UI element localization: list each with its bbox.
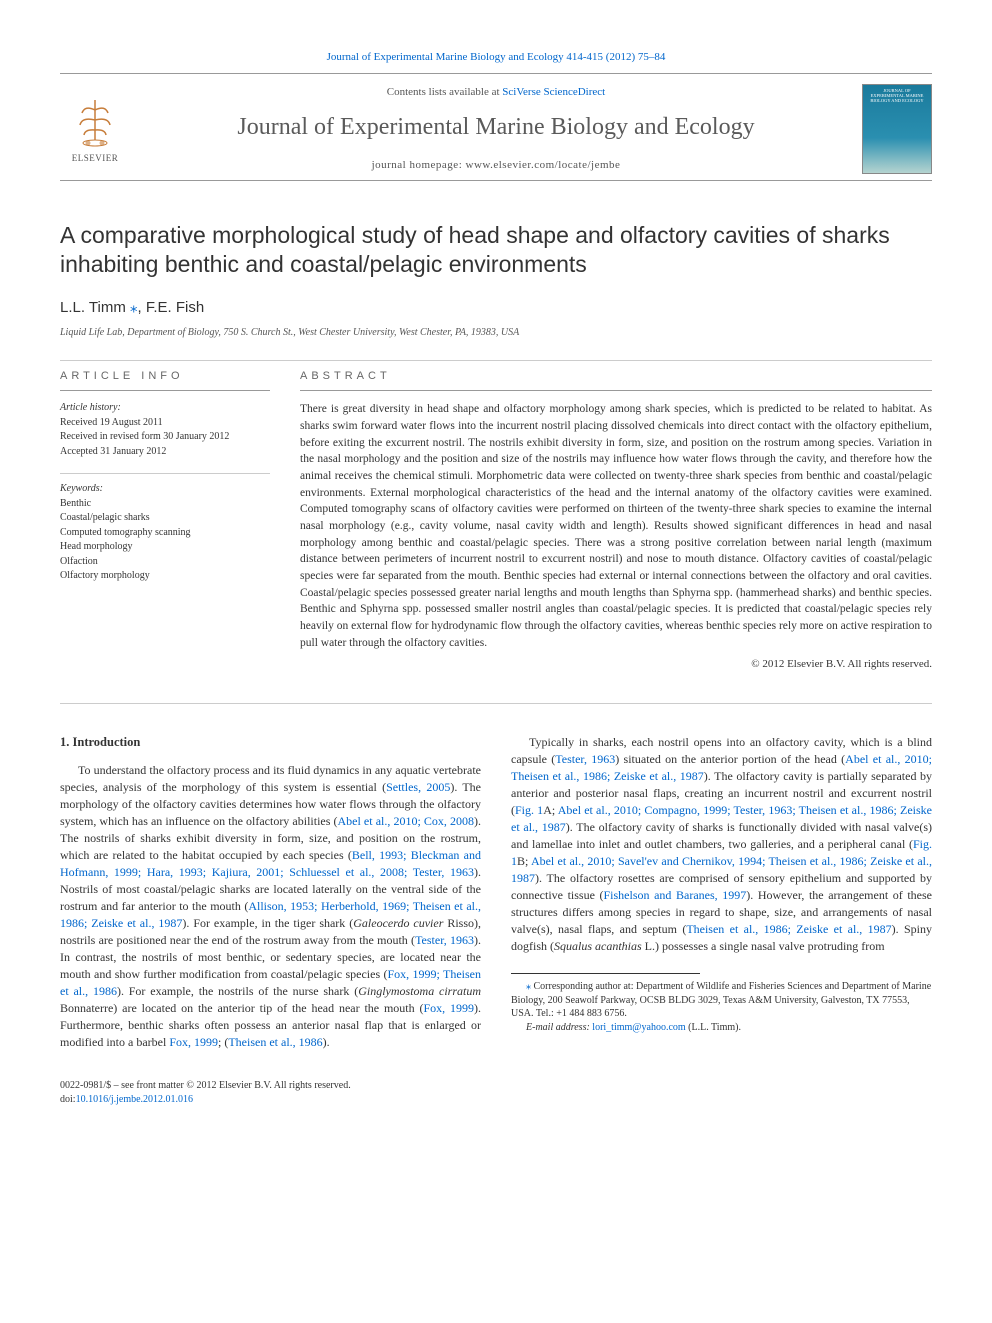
species-name: Galeocerdo cuvier: [353, 916, 443, 930]
citation-link[interactable]: Tester, 1963: [415, 933, 474, 947]
keyword: Benthic: [60, 498, 91, 509]
section-heading: 1. Introduction: [60, 734, 481, 752]
abstract-text: There is great diversity in head shape a…: [300, 401, 932, 651]
article-info-header: ARTICLE INFO: [60, 369, 270, 391]
author-email-link[interactable]: lori_timm@yahoo.com: [592, 1022, 685, 1033]
species-name: Ginglymostoma cirratum: [358, 984, 481, 998]
keyword: Olfactory morphology: [60, 570, 150, 581]
divider: [60, 473, 270, 474]
footnote-divider: [511, 973, 700, 974]
citation-link[interactable]: Abel et al., 2010; Savel'ev and Cherniko…: [511, 854, 932, 885]
citation-link[interactable]: Bell, 1993; Bleckman and Hofmann, 1999; …: [60, 848, 481, 879]
doi-link[interactable]: 10.1016/j.jembe.2012.01.016: [76, 1094, 194, 1105]
keywords-block: Keywords: Benthic Coastal/pelagic sharks…: [60, 482, 270, 584]
corresponding-author-mark[interactable]: ⁎: [130, 299, 138, 316]
article-body: 1. Introduction To understand the olfact…: [60, 734, 932, 1051]
citation-link[interactable]: Abel et al., 2010; Compagno, 1999; Teste…: [511, 803, 932, 834]
contents-line: Contents lists available at SciVerse Sci…: [142, 85, 850, 100]
affiliation: Liquid Life Lab, Department of Biology, …: [60, 326, 932, 340]
citation-link[interactable]: Theisen et al., 1986; Zeiske et al., 198…: [686, 922, 891, 936]
corresponding-footnote: ⁎ Corresponding author at: Department of…: [511, 980, 932, 1021]
citation-link[interactable]: Tester, 1963: [555, 752, 615, 766]
abstract-header: ABSTRACT: [300, 369, 932, 391]
species-name: Squalus acanthias: [554, 939, 642, 953]
citation-link[interactable]: Fishelson and Baranes, 1997: [604, 888, 747, 902]
journal-cover-thumbnail: JOURNAL OF EXPERIMENTAL MARINE BIOLOGY A…: [862, 84, 932, 174]
sciencedirect-link[interactable]: SciVerse ScienceDirect: [502, 86, 605, 98]
keyword: Coastal/pelagic sharks: [60, 512, 150, 523]
body-paragraph: Typically in sharks, each nostril opens …: [511, 734, 932, 955]
journal-title: Journal of Experimental Marine Biology a…: [142, 111, 850, 145]
publisher-name: ELSEVIER: [72, 152, 119, 165]
citation-link[interactable]: Settles, 2005: [386, 780, 450, 794]
abstract-copyright: © 2012 Elsevier B.V. All rights reserved…: [300, 657, 932, 672]
citation-link[interactable]: Abel et al., 2010; Cox, 2008: [338, 814, 475, 828]
citation-link[interactable]: Fig. 1: [515, 803, 543, 817]
citation-link[interactable]: Theisen et al., 1986: [228, 1035, 322, 1049]
article-title: A comparative morphological study of hea…: [60, 221, 932, 279]
citation-link[interactable]: Journal of Experimental Marine Biology a…: [327, 51, 666, 63]
article-history: Article history: Received 19 August 2011…: [60, 401, 270, 459]
citation-link[interactable]: Fox, 1999: [423, 1001, 474, 1015]
keyword: Computed tomography scanning: [60, 527, 191, 538]
publisher-logo: ELSEVIER: [60, 89, 130, 169]
divider: [60, 360, 932, 361]
journal-homepage: journal homepage: www.elsevier.com/locat…: [142, 158, 850, 173]
citation-link[interactable]: Fox, 1999: [169, 1035, 218, 1049]
citation-header: Journal of Experimental Marine Biology a…: [60, 50, 932, 65]
keyword: Head morphology: [60, 541, 133, 552]
masthead: ELSEVIER Contents lists available at Sci…: [60, 74, 932, 180]
divider: [60, 703, 932, 704]
authors-line: L.L. Timm ⁎, F.E. Fish: [60, 297, 932, 318]
elsevier-tree-icon: [70, 95, 120, 150]
divider: [60, 180, 932, 181]
body-paragraph: To understand the olfactory process and …: [60, 762, 481, 1052]
keyword: Olfaction: [60, 556, 98, 567]
footer-meta: 0022-0981/$ – see front matter © 2012 El…: [60, 1079, 932, 1106]
email-footnote: E-mail address: lori_timm@yahoo.com (L.L…: [511, 1021, 932, 1035]
